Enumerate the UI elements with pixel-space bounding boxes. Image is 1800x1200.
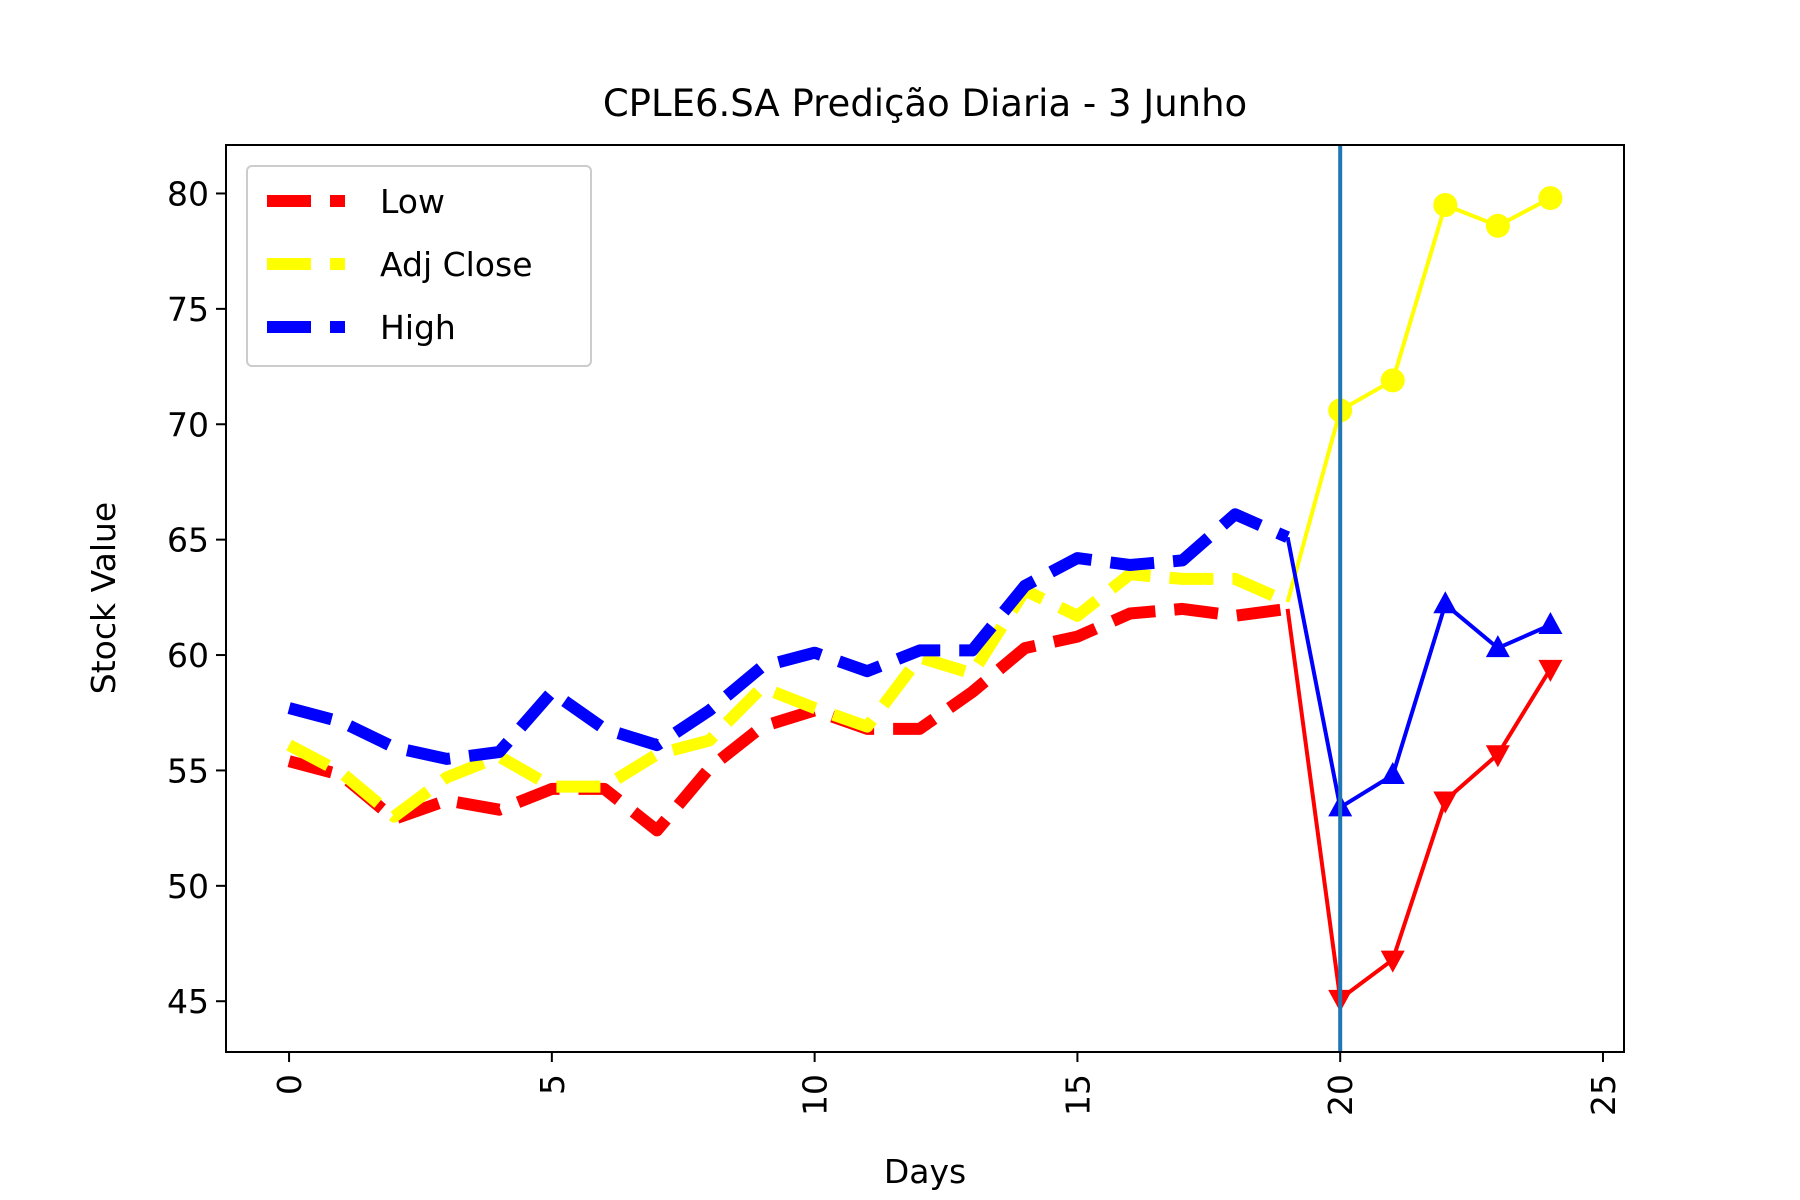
data-point-adj-close xyxy=(1538,186,1563,211)
y-tick-label: 50 xyxy=(167,867,209,906)
y-axis-ticks: 45 50 55 60 65 70 75 80 xyxy=(167,174,226,1021)
x-tick-label: 0 xyxy=(270,1074,309,1095)
y-tick-label: 60 xyxy=(167,636,209,675)
series-line-high-history xyxy=(287,508,1291,765)
legend-box xyxy=(246,165,592,367)
x-tick-label: 20 xyxy=(1321,1074,1360,1116)
y-axis-label: Stock Value xyxy=(84,502,123,694)
data-point-high xyxy=(1538,612,1563,635)
y-tick-label: 65 xyxy=(167,521,209,560)
series-line-high-forecast xyxy=(1285,536,1552,810)
data-point-low xyxy=(1538,659,1563,682)
plot-frame xyxy=(225,144,1625,1053)
data-point-adj-close xyxy=(1433,193,1458,218)
y-tick-label: 75 xyxy=(167,290,209,329)
legend-label-high: High xyxy=(380,308,456,347)
x-axis-label: Days xyxy=(884,1152,966,1191)
data-point-high xyxy=(1485,635,1510,658)
y-tick-label: 80 xyxy=(167,174,209,213)
legend-label-adj-close: Adj Close xyxy=(380,245,533,284)
data-point-high xyxy=(1380,762,1405,785)
data-point-high xyxy=(1433,591,1458,614)
y-tick-label: 55 xyxy=(167,751,209,790)
data-point-adj-close xyxy=(1485,213,1510,238)
chart-title: CPLE6.SA Predição Diaria - 3 Junho xyxy=(603,82,1247,125)
legend: Low Adj Close High xyxy=(246,165,592,367)
x-tick-label: 15 xyxy=(1058,1074,1097,1116)
data-point-low xyxy=(1485,745,1510,768)
data-point-low xyxy=(1380,950,1405,973)
x-tick-label: 10 xyxy=(796,1074,835,1116)
y-tick-label: 45 xyxy=(167,982,209,1021)
series-line-low-forecast xyxy=(1285,608,1553,1001)
x-tick-label: 25 xyxy=(1584,1074,1623,1116)
data-point-low xyxy=(1433,791,1458,814)
y-tick-label: 70 xyxy=(167,405,209,444)
x-tick-label: 5 xyxy=(533,1074,572,1095)
x-axis-ticks: 0 5 10 15 20 25 xyxy=(270,1052,1623,1116)
data-point-adj-close xyxy=(1380,368,1405,393)
series-line-low-history xyxy=(287,602,1289,837)
legend-label-low: Low xyxy=(380,182,445,221)
series-line-adj-close-history xyxy=(286,568,1291,823)
